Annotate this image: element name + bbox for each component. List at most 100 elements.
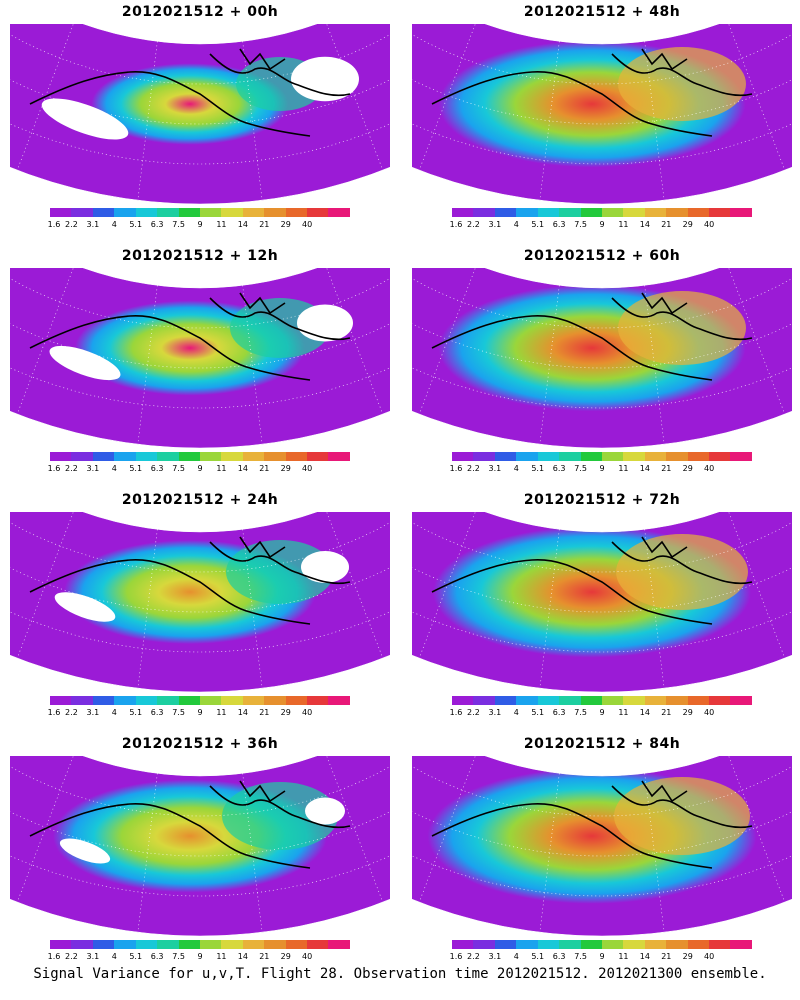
colorbar	[452, 696, 752, 705]
colorbar-segment	[709, 696, 731, 705]
masked-region	[54, 592, 116, 622]
colorbar-label: 2.2	[65, 952, 78, 961]
colorbar-label: 2.2	[467, 708, 480, 717]
colorbar-label: 29	[682, 464, 693, 473]
colorbar-labels: 1.6 2.2 3.1 4 5.1 6.3 7.5 9 11 14 21 29 40	[450, 708, 752, 720]
colorbar-segment	[242, 452, 265, 461]
colorbar-label: 3.1	[488, 952, 502, 961]
colorbar-label: 40	[704, 952, 715, 961]
colorbar-segment	[50, 208, 72, 217]
colorbar-segment	[50, 696, 72, 705]
panel-title: 2012021512 + 00h	[121, 4, 279, 20]
colorbar-segment	[71, 940, 93, 949]
colorbar-segment	[114, 696, 136, 705]
panel-title: 2012021512 + 60h	[523, 248, 681, 264]
colorbar-segment	[473, 452, 495, 461]
colorbar-segment	[71, 208, 93, 217]
colorbar-label: 5.1	[531, 708, 545, 717]
colorbar-label: 9	[599, 464, 605, 473]
colorbar-label: 29	[280, 952, 291, 961]
figure-caption: Signal Variance for u,v,T. Flight 28. Ob…	[33, 966, 767, 982]
colorbar	[452, 208, 752, 217]
colorbar-segment	[307, 940, 329, 949]
colorbar-label: 3.1	[86, 464, 100, 473]
colorbar-label: 7.5	[172, 708, 185, 717]
colorbar-label: 7.5	[574, 464, 587, 473]
colorbar-segment	[644, 940, 667, 949]
map-panel: 2012021512 + 12h 1.6 2.2 3.1 4 5.1 6.3 7.5 9 11 14…	[10, 244, 390, 484]
map-panel: 2012021512 + 84h 1.6 2.2 3.1 4 5.1 6.3 7.5 9 11 14…	[412, 732, 792, 972]
colorbar-segment	[92, 696, 115, 705]
colorbar-segment	[92, 452, 115, 461]
polar-sector-map	[412, 24, 792, 204]
colorbar-segment	[537, 696, 560, 705]
colorbar	[50, 696, 350, 705]
colorbar-label: 6.3	[150, 952, 164, 961]
colorbar-label: 4	[111, 952, 117, 961]
colorbar-label: 3.1	[488, 464, 502, 473]
colorbar-segment	[730, 208, 752, 217]
colorbar-segment	[328, 696, 350, 705]
map-boundary	[10, 268, 390, 448]
colorbar-label: 4	[111, 220, 117, 229]
map-boundary	[10, 756, 390, 936]
colorbar-segment	[666, 696, 688, 705]
colorbar-label: 11	[618, 220, 629, 229]
colorbar-label: 21	[259, 220, 270, 229]
colorbar-segment	[580, 208, 602, 217]
coastline	[431, 780, 753, 869]
colorbar-segment	[157, 452, 179, 461]
map-boundary	[412, 756, 792, 936]
colorbar-segment	[494, 940, 517, 949]
colorbar-label: 40	[704, 708, 715, 717]
colorbar-label: 6.3	[552, 220, 566, 229]
colorbar-label: 5.1	[531, 952, 545, 961]
colorbar-label: 7.5	[574, 952, 587, 961]
colorbar-segment	[473, 696, 495, 705]
colorbar-label: 4	[513, 952, 519, 961]
map-boundary	[412, 268, 792, 448]
map-boundary	[412, 512, 792, 692]
colorbar-label: 5.1	[129, 708, 143, 717]
colorbar-segment	[516, 452, 538, 461]
colorbar-label: 29	[280, 220, 291, 229]
colorbar-segment	[135, 452, 158, 461]
colorbar-segment	[709, 940, 731, 949]
colorbar-segment	[666, 452, 688, 461]
colorbar-label: 11	[618, 708, 629, 717]
colorbar-segment	[580, 696, 602, 705]
colorbar-label: 3.1	[488, 708, 502, 717]
colorbar-segment	[71, 696, 93, 705]
colorbar-label: 11	[618, 464, 629, 473]
colorbar-label: 6.3	[552, 708, 566, 717]
masked-region	[49, 345, 121, 381]
colorbar-segment	[178, 940, 200, 949]
colorbar-label: 4	[111, 464, 117, 473]
colorbar-segment	[221, 452, 243, 461]
parallel-line	[10, 756, 390, 817]
colorbar-label: 40	[302, 708, 313, 717]
colorbar-label: 1.6	[47, 220, 61, 229]
colorbar-label: 21	[661, 952, 672, 961]
colorbar-segment	[494, 452, 517, 461]
masked-region	[305, 797, 345, 825]
colorbar-segment	[157, 208, 179, 217]
panel-title: 2012021512 + 84h	[523, 736, 681, 752]
map-panel: 2012021512 + 00h 1.6 2.2 3.1 4 5.1 6.3 7.5 9 11 14…	[10, 0, 390, 240]
colorbar-segment	[264, 452, 286, 461]
colorbar	[50, 940, 350, 949]
colorbar-segment	[452, 940, 474, 949]
polar-sector-map	[10, 268, 390, 448]
map-boundary	[10, 24, 390, 204]
colorbar-segment	[50, 940, 72, 949]
colorbar-segment	[92, 940, 115, 949]
colorbar-segment	[50, 452, 72, 461]
colorbar-label: 14	[237, 952, 248, 961]
colorbar-segment	[285, 208, 308, 217]
colorbar-label: 2.2	[65, 708, 78, 717]
colorbar-segment	[264, 208, 286, 217]
colorbar-label: 2.2	[467, 220, 480, 229]
colorbar-label: 1.6	[449, 952, 463, 961]
colorbar-label: 11	[618, 952, 629, 961]
colorbar-segment	[242, 696, 265, 705]
